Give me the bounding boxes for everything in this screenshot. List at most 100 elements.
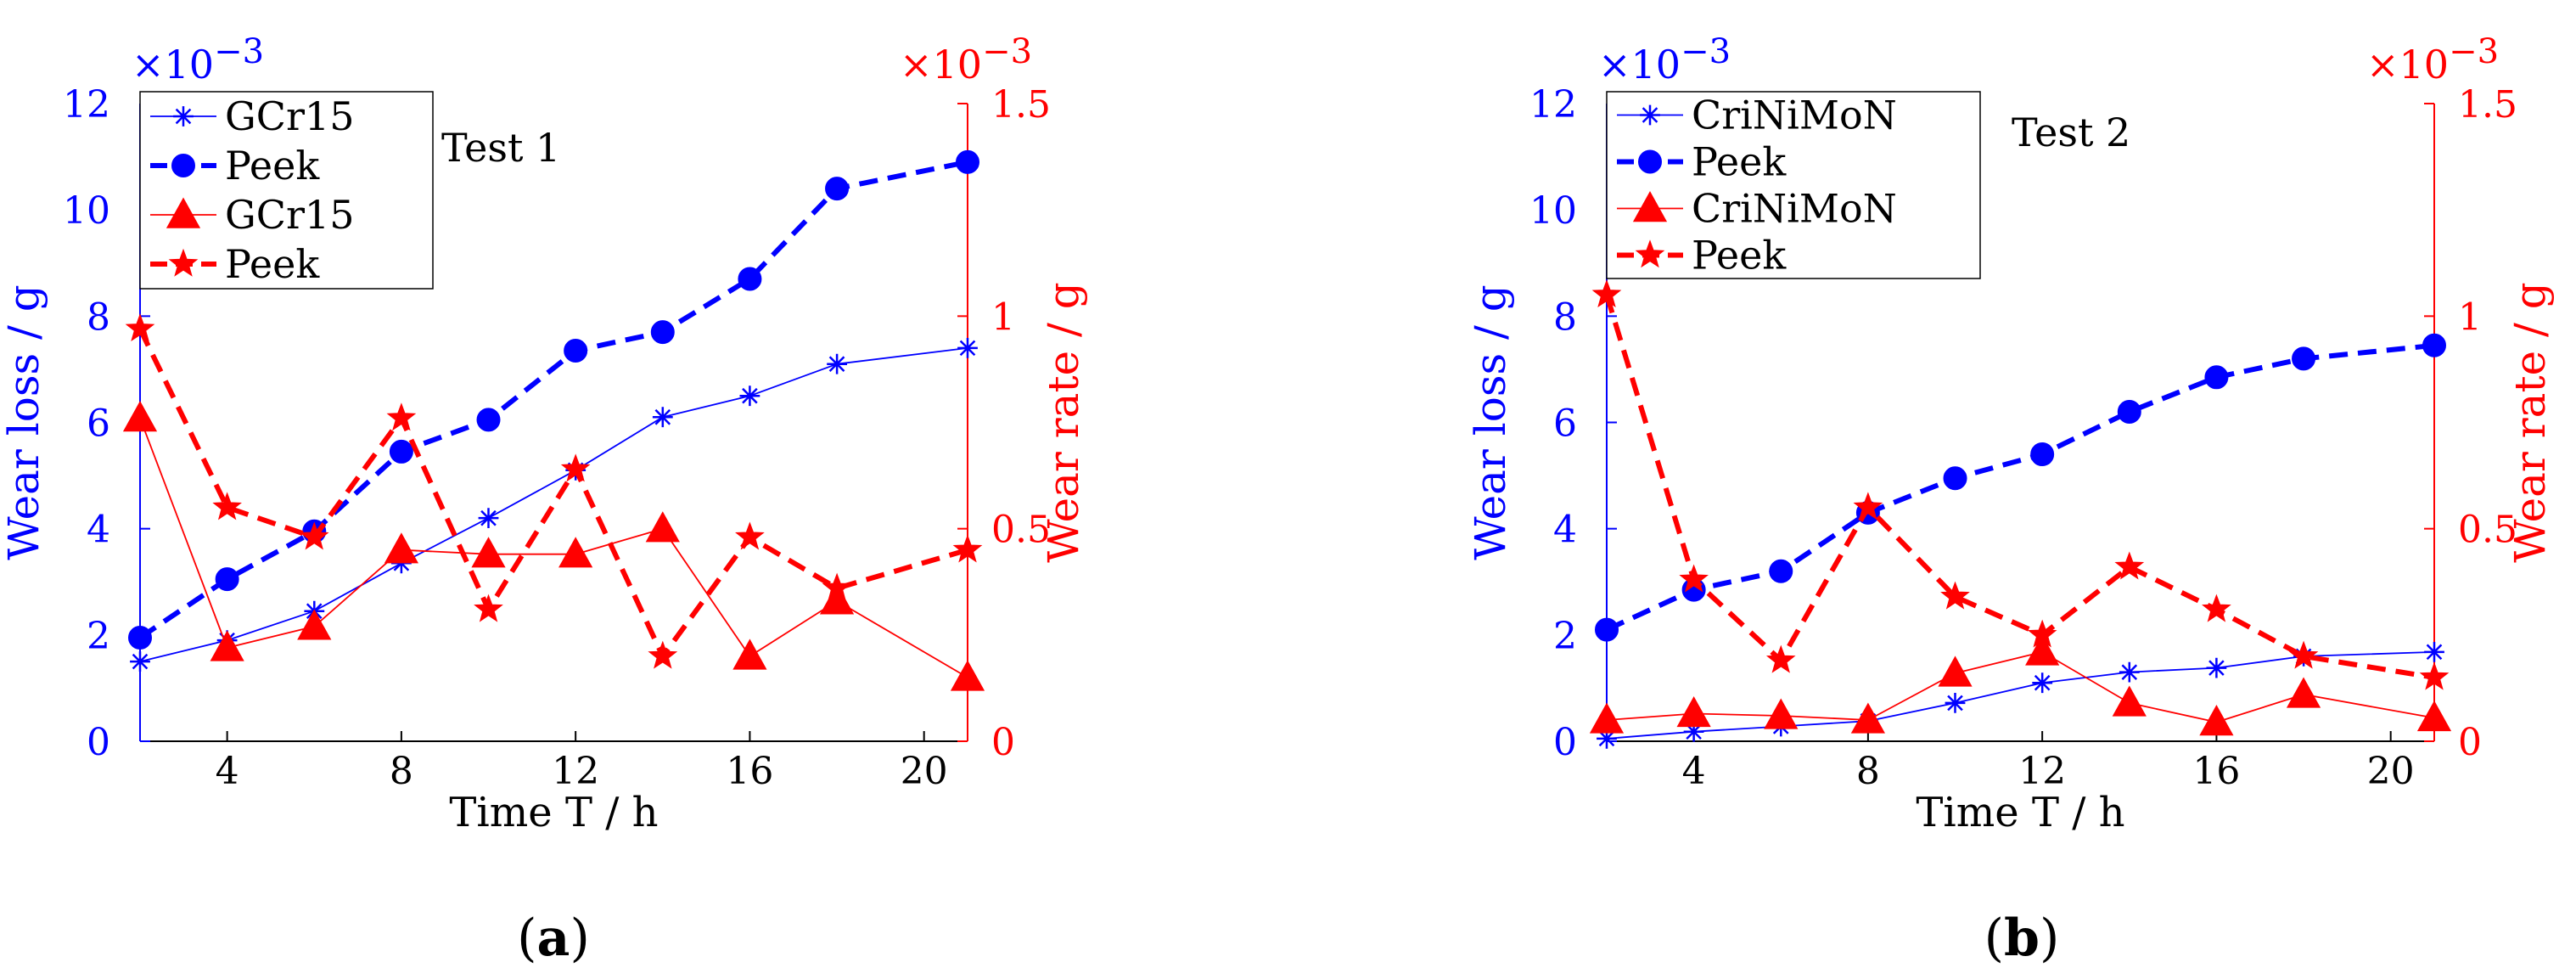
- data-point: [2416, 700, 2452, 732]
- legend-label: Peek: [225, 241, 320, 287]
- left-y-tick-label: 10: [63, 189, 110, 233]
- panel-label-close-paren: ): [2040, 909, 2059, 968]
- data-point: [2422, 333, 2446, 357]
- data-point: [1945, 693, 1966, 713]
- data-point: [1765, 644, 1796, 673]
- x-tick-label: 8: [1856, 750, 1880, 793]
- data-point: [2119, 661, 2140, 683]
- left-y-tick-label: 4: [87, 509, 110, 552]
- data-point: [471, 537, 506, 568]
- left-axis-multiplier-base: ×10: [1598, 42, 1681, 87]
- legend-box: [139, 91, 434, 290]
- panel-label: (a): [517, 909, 590, 968]
- series-line: [1604, 294, 2435, 680]
- data-point: [957, 338, 978, 358]
- panel-label-letter: a: [537, 909, 570, 968]
- data-point: [2424, 642, 2444, 662]
- series-line: [1606, 651, 2435, 723]
- x-tick-label: 20: [901, 750, 948, 793]
- series-line: [139, 418, 968, 678]
- data-point: [2025, 634, 2060, 666]
- data-point: [128, 625, 152, 650]
- data-point: [2288, 640, 2319, 669]
- data-point: [478, 508, 499, 528]
- series-1-left-axis: [1595, 333, 2446, 642]
- left-y-tick-label: 6: [1553, 402, 1577, 446]
- right-y-axis-label: Wear rate / g: [1039, 282, 1088, 563]
- data-point: [2032, 672, 2053, 694]
- data-point: [825, 177, 850, 201]
- right-y-tick-label: 1: [991, 295, 1015, 339]
- data-point: [739, 385, 760, 407]
- right-y-axis-label: Wear rate / g: [2506, 282, 2555, 563]
- legend-label: Peek: [1692, 139, 1787, 185]
- series-line: [1606, 651, 2435, 740]
- x-tick-label: 4: [1682, 750, 1706, 793]
- data-point: [1595, 617, 1619, 642]
- data-point: [558, 537, 593, 568]
- legend-marker: [168, 248, 199, 277]
- left-y-tick-label: 2: [1553, 615, 1577, 658]
- x-tick-label: 12: [552, 750, 599, 793]
- data-point: [560, 453, 591, 482]
- data-point: [384, 532, 418, 564]
- data-point: [297, 609, 332, 640]
- data-point: [215, 567, 239, 592]
- x-tick-label: 12: [2018, 750, 2066, 793]
- x-tick-label: 16: [726, 750, 773, 793]
- data-point: [1676, 695, 1711, 728]
- series-3-right-axis: [1591, 279, 2450, 690]
- data-point: [386, 402, 417, 431]
- right-y-tick-label: 0: [2458, 721, 2482, 764]
- data-point: [1589, 702, 1625, 734]
- panel-label-open-paren: (: [1984, 909, 2004, 968]
- data-point: [738, 267, 762, 291]
- legend-marker: [1635, 239, 1665, 268]
- left-y-tick-label: 12: [1529, 83, 1577, 127]
- left-y-tick-label: 10: [1529, 189, 1577, 233]
- legend-box: [1606, 91, 1981, 279]
- left-axis-multiplier-exponent: −3: [1681, 32, 1731, 71]
- data-point: [1943, 466, 1967, 491]
- data-point: [122, 401, 158, 432]
- panel-label-open-paren: (: [517, 909, 536, 968]
- legend-label: CriNiMoN: [1692, 93, 1897, 138]
- data-point: [474, 594, 503, 622]
- panel-label-close-paren: ): [570, 909, 589, 968]
- data-point: [2419, 661, 2450, 690]
- series-line: [139, 347, 968, 662]
- data-point: [1940, 581, 1970, 610]
- legend-marker: [1632, 191, 1668, 222]
- right-axis-multiplier-exponent: −3: [2449, 32, 2499, 71]
- series-3-right-axis: [125, 313, 983, 669]
- data-point: [212, 492, 242, 520]
- data-point: [648, 640, 678, 669]
- data-point: [2030, 442, 2055, 467]
- right-y-tick-label: 0.5: [991, 509, 1051, 552]
- legend-label: Peek: [1692, 233, 1787, 279]
- data-point: [389, 439, 413, 464]
- legend-marker: [1638, 149, 1662, 174]
- legend-label: Peek: [225, 143, 320, 188]
- data-point: [1850, 702, 1885, 734]
- data-point: [564, 339, 588, 363]
- left-y-axis-label: Wear loss / g: [1466, 284, 1515, 560]
- series-line: [137, 328, 968, 659]
- right-axis-multiplier: ×10−3: [2366, 32, 2499, 87]
- x-tick-label: 16: [2192, 750, 2240, 793]
- series-line: [138, 159, 968, 640]
- right-axis-multiplier-base: ×10: [900, 42, 982, 87]
- data-point: [476, 408, 501, 432]
- data-point: [2204, 365, 2229, 390]
- data-point: [652, 407, 673, 428]
- left-axis-multiplier: ×10−3: [132, 32, 264, 87]
- data-point: [735, 521, 765, 550]
- right-axis-multiplier-exponent: −3: [982, 32, 1032, 71]
- data-point: [2286, 677, 2321, 708]
- data-point: [650, 320, 675, 345]
- left-y-tick-label: 8: [87, 295, 110, 339]
- left-axis-multiplier-base: ×10: [132, 42, 214, 87]
- left-y-tick-label: 4: [1553, 509, 1577, 552]
